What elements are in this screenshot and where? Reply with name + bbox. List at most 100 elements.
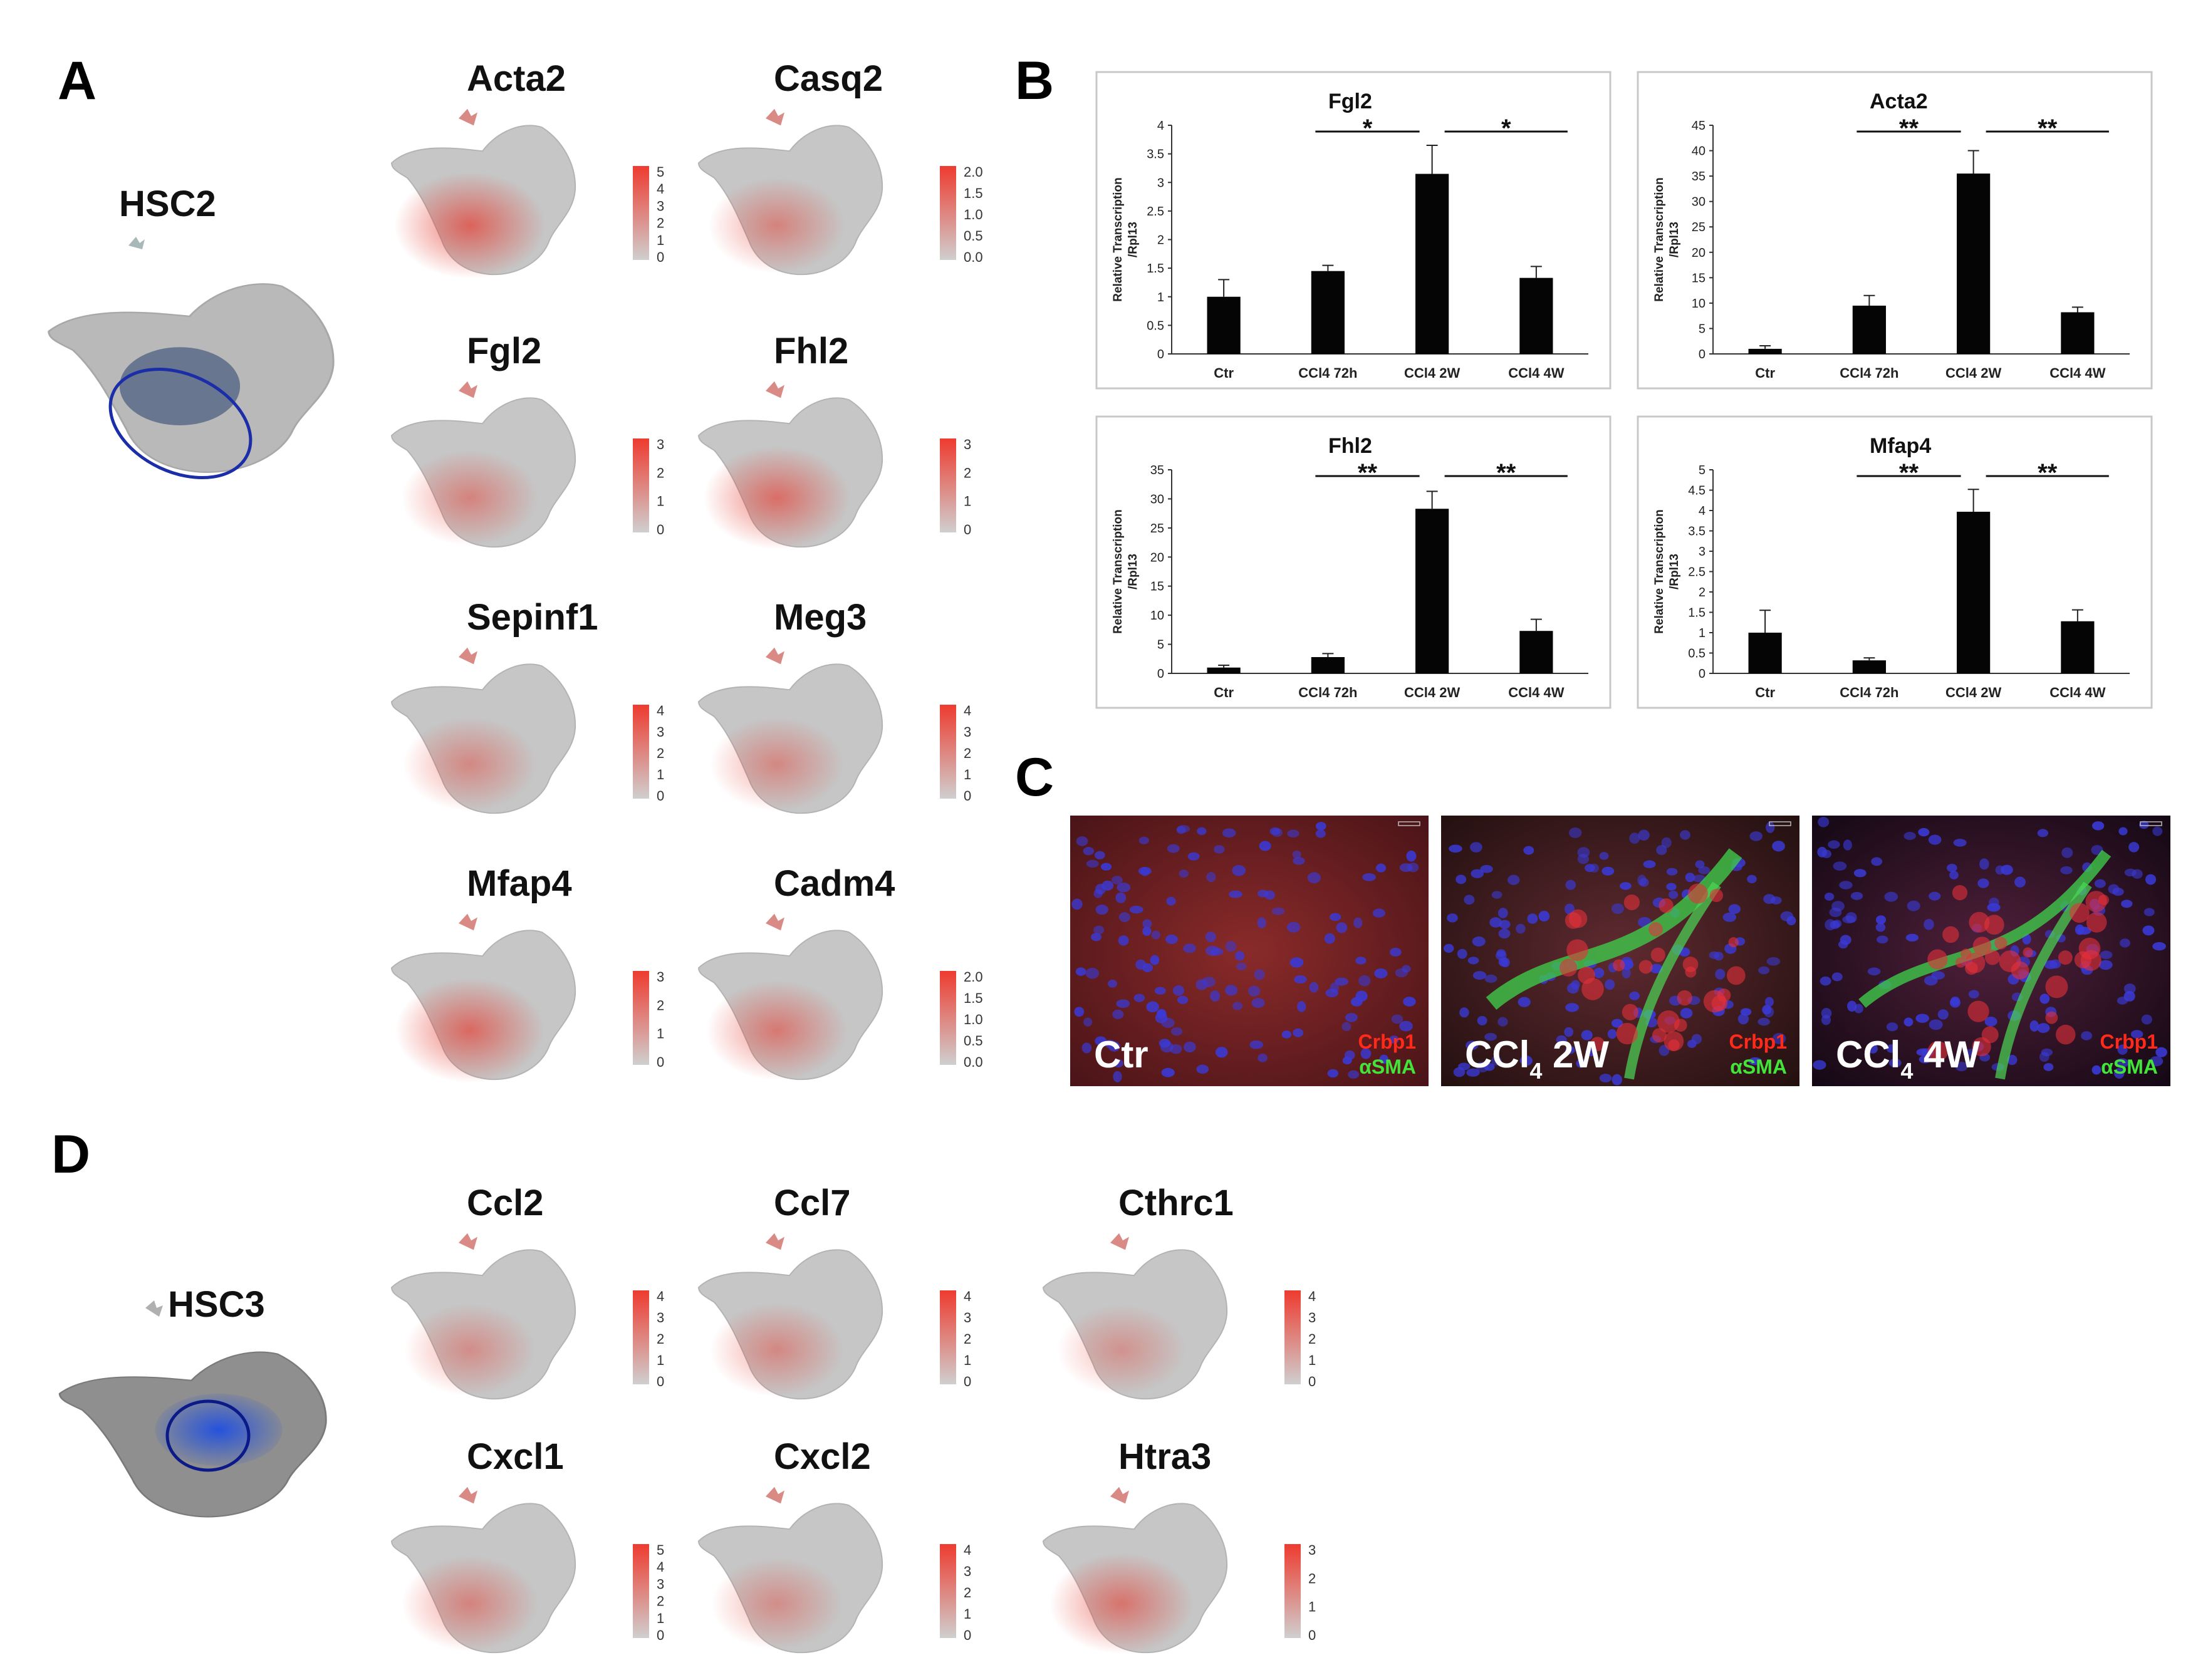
micrograph-label: CCl4 2W — [1465, 1034, 1609, 1084]
colorbar-tick: 0 — [657, 1627, 664, 1643]
y-tick-label: 10 — [1692, 297, 1705, 311]
stain-label-green: αSMA — [1359, 1055, 1416, 1078]
y-tick-label: 3.5 — [1147, 148, 1164, 162]
umap-island — [766, 108, 784, 126]
y-tick-label: 5 — [1699, 464, 1705, 477]
colorbar: 4 3 2 1 0 — [940, 1542, 971, 1643]
colorbar-tick: 4 — [657, 1289, 664, 1304]
x-tick-label: CCl4 72h — [1298, 365, 1357, 381]
gene-label: Mfap4 — [467, 863, 572, 904]
colorbar: 4 3 2 1 0 — [1284, 1289, 1316, 1389]
colorbar-tick: 0 — [657, 522, 664, 537]
micrograph-image — [1070, 816, 1429, 1086]
colorbar-tick: 1.5 — [964, 990, 983, 1006]
y-axis-label: /Rpl13 — [1668, 554, 1681, 589]
gene-label: Fgl2 — [467, 331, 541, 371]
bar — [1748, 348, 1782, 354]
colorbar-tick: 3 — [964, 437, 971, 452]
bar — [1311, 657, 1345, 673]
umap-island — [1110, 1233, 1129, 1250]
colorbar-tick: 2 — [964, 1585, 971, 1600]
colorbar-tick: 0 — [657, 249, 664, 265]
x-tick-label: CCl4 4W — [1508, 685, 1564, 700]
y-tick-label: 1.5 — [1147, 262, 1164, 276]
x-tick-label: CCl4 4W — [2049, 685, 2105, 700]
chart-acta2: Acta2 0 5 10 15 20 25 30 35 40 45 Relative Transcri… — [1637, 71, 2153, 390]
colorbar-tick: 3 — [1308, 1542, 1316, 1558]
x-tick-label: CCl4 4W — [2049, 365, 2105, 381]
y-tick-label: 1 — [1157, 291, 1164, 304]
expression-hotspot — [711, 1557, 843, 1650]
colorbar-tick: 4 — [964, 703, 971, 718]
colorbar-tick: 1 — [657, 232, 664, 248]
nuclei-texture — [1071, 822, 1419, 1082]
scale-bar — [1769, 821, 1791, 826]
y-axis-label: /Rpl13 — [1127, 222, 1140, 257]
colorbar-tick: 3 — [964, 1310, 971, 1325]
cluster-ellipse — [165, 1399, 251, 1472]
stain-label-green: αSMA — [1730, 1055, 1787, 1078]
gene-label: Cxcl1 — [467, 1436, 564, 1477]
y-axis-label: Relative Transcription — [1112, 509, 1125, 634]
colorbar-tick: 2 — [657, 1594, 664, 1609]
colorbar: 3 2 1 0 — [940, 437, 971, 537]
chart-title: Fhl2 — [1328, 434, 1372, 458]
colorbar: 543 210 — [633, 1542, 664, 1643]
y-tick-label: 10 — [1150, 609, 1164, 623]
y-tick-label: 0 — [1157, 348, 1164, 361]
expression-hotspot — [1057, 1304, 1186, 1396]
gene-label: Htra3 — [1118, 1436, 1211, 1477]
significance-marker: ** — [1358, 459, 1378, 487]
expression-hotspot — [704, 446, 850, 550]
stain-label-red: Crbp1 — [1358, 1030, 1416, 1053]
colorbar-tick: 5 — [657, 164, 664, 180]
y-tick-label: 20 — [1692, 246, 1705, 260]
expression-hotspot — [395, 978, 544, 1083]
y-tick-label: 25 — [1150, 522, 1164, 536]
y-tick-label: 30 — [1150, 492, 1164, 506]
y-axis-label: /Rpl13 — [1127, 554, 1140, 589]
colorbar-tick: 4 — [657, 181, 664, 197]
bar — [2061, 621, 2095, 673]
y-tick-label: 20 — [1150, 551, 1164, 564]
y-tick-label: 1 — [1699, 626, 1705, 640]
gene-label: Cthrc1 — [1118, 1183, 1234, 1223]
stain-label-red: Crbp1 — [2100, 1030, 2158, 1053]
x-tick-label: Ctr — [1755, 365, 1775, 381]
x-tick-label: CCl4 2W — [1945, 365, 2001, 381]
cluster-map-hsc2: HSC2 — [48, 184, 335, 480]
y-tick-label: 2 — [1699, 586, 1705, 599]
gene-label: Acta2 — [467, 58, 566, 99]
colorbar-tick: 3 — [657, 1310, 664, 1325]
umap-island — [766, 381, 784, 398]
colorbar-tick: 0 — [964, 788, 971, 804]
colorbar-tick: 0 — [964, 1374, 971, 1389]
x-tick-label: Ctr — [1755, 685, 1775, 700]
colorbar-tick: 0 — [1308, 1627, 1316, 1643]
umap-island — [766, 913, 784, 931]
micrograph-label: CCl4 4W — [1836, 1034, 1980, 1084]
umap-island — [459, 1486, 477, 1504]
colorbar-tick: 2 — [657, 465, 664, 480]
colorbar-tick: 1 — [964, 767, 971, 782]
feature-map-sepinf1: Sepinf1 4 3 2 1 0 — [391, 597, 664, 814]
colorbar-tick: 2.0 — [964, 969, 983, 985]
y-tick-label: 35 — [1150, 464, 1164, 477]
y-tick-label: 15 — [1150, 580, 1164, 594]
feature-map-cadm4: Cadm4 2.0 1.5 1.0 0.5 0.0 — [698, 863, 983, 1081]
cluster-highlight — [155, 1393, 283, 1466]
colorbar-tick: 3 — [657, 969, 664, 985]
expression-hotspot — [403, 717, 537, 812]
colorbar: 3 2 1 0 — [633, 437, 664, 537]
bar — [1415, 174, 1449, 354]
chart-mfap4: Mfap4 0 0.5 1 1.5 2 2.5 3 3.5 4 4.5 5 Relative Trans… — [1637, 415, 2153, 709]
feature-map-ccl2: Ccl2 4 3 2 1 0 — [391, 1183, 664, 1400]
expression-hotspot — [706, 980, 848, 1081]
colorbar-tick: 2 — [657, 1331, 664, 1347]
y-tick-label: 5 — [1157, 638, 1164, 652]
cluster-label: HSC2 — [119, 184, 216, 224]
colorbar-tick: 3 — [1308, 1310, 1316, 1325]
bar — [1519, 277, 1553, 354]
